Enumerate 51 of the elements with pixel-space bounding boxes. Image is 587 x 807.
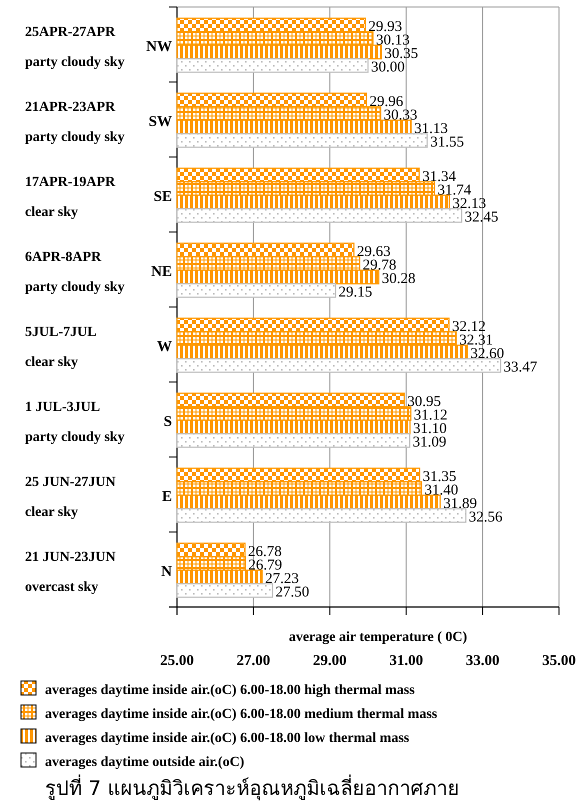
data-label: 31.55	[430, 134, 464, 150]
data-label: 32.56	[468, 510, 504, 526]
data-label: 31.40	[424, 482, 458, 498]
x-axis-title: average air temperature ( 0C)	[288, 630, 468, 645]
x-tick-label: 29.00	[312, 653, 347, 669]
data-label: 32.31	[459, 332, 493, 348]
x-tick-label: 27.00	[236, 653, 270, 669]
category-label: 25 JUN-27JUN clear sky E	[25, 475, 172, 520]
data-label: 32.12	[452, 319, 486, 335]
category-label: 5JUL-7JUL clear sky W	[25, 325, 172, 370]
data-label: 30.13	[376, 32, 410, 48]
category-label: 21APR-23APR party cloudy sky SW	[25, 100, 172, 145]
data-label: 30.28	[382, 271, 416, 287]
x-tick-label: 35.00	[542, 653, 576, 669]
data-label: 31.13	[414, 121, 448, 137]
data-label: 31.09	[412, 434, 446, 450]
x-tick-label: 33.00	[466, 653, 500, 669]
data-label: 31.74	[437, 182, 472, 198]
category-label: 1 JUL-3JUL party cloudy sky S	[25, 400, 172, 445]
data-label: 29.63	[356, 244, 391, 260]
data-label: 32.13	[452, 196, 486, 212]
data-label: 27.23	[265, 571, 299, 587]
category-label: 17APR-19APR clear sky SE	[25, 175, 172, 220]
data-label: 31.35	[422, 469, 456, 485]
x-tick-label: 25.00	[160, 653, 194, 669]
data-label: 32.60	[470, 346, 504, 362]
x-tick-label: 31.00	[389, 653, 424, 669]
data-label: 29.93	[368, 19, 402, 35]
data-label: 33.47	[504, 360, 538, 376]
data-label: 31.34	[422, 169, 456, 185]
data-label: 29.96	[369, 94, 404, 110]
data-label: 32.45	[464, 210, 498, 226]
data-label: 26.79	[248, 558, 282, 574]
data-label: 31.89	[443, 496, 477, 512]
legend-label: averages daytime outside air.(oC)	[45, 755, 245, 770]
category-label: 21 JUN-23JUN overcast sky N	[25, 550, 172, 595]
data-label: 29.15	[338, 284, 372, 300]
data-label: 31.10	[413, 421, 447, 437]
data-label: 30.35	[384, 46, 418, 62]
data-label: 29.78	[362, 258, 396, 274]
text: รูปที่ 7 แผนภูมิวิเคราะห์อุณหภูมิเฉลี่ยอากาศภาย	[45, 774, 460, 801]
category-label: 25APR-27APR party cloudy sky NW	[25, 25, 172, 70]
data-label: 26.78	[248, 544, 282, 560]
category-label: 6APR-8APR party cloudy sky NE	[25, 250, 172, 295]
legend-label: averages daytime inside air.(oC) 6.00-18.00 high thermal mass	[45, 683, 416, 698]
data-label: 30.00	[371, 60, 405, 76]
data-label: 31.12	[414, 408, 448, 424]
data-label: 27.50	[276, 584, 310, 600]
data-label: 30.95	[407, 394, 442, 410]
legend-label: averages daytime inside air.(oC) 6.00-18.00 medium thermal mass	[45, 707, 438, 722]
legend-label: averages daytime inside air.(oC) 6.00-18.00 low thermal mass	[45, 731, 410, 746]
